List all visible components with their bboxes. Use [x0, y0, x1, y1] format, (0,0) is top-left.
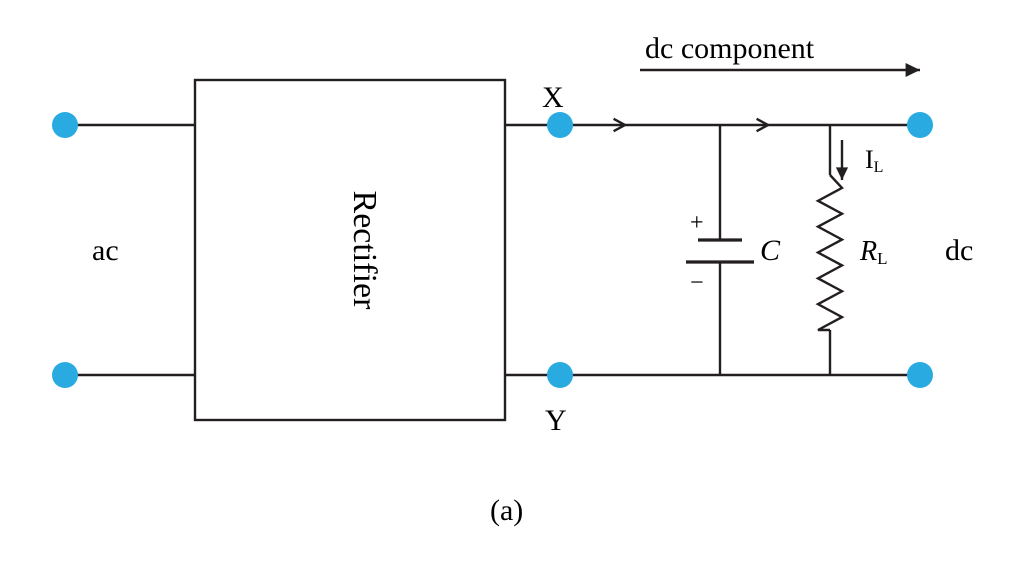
caption: (a)	[490, 494, 523, 527]
label-plus: +	[690, 210, 704, 236]
label-ac: ac	[92, 234, 119, 267]
label-dc: dc	[945, 234, 973, 267]
label-RL: RL	[859, 236, 888, 268]
label-IL: IL	[865, 145, 883, 176]
label-dc-component: dc component	[645, 32, 815, 65]
rectifier-label: Rectifier	[346, 191, 383, 311]
node-y-label: Y	[545, 404, 567, 437]
label-minus: −	[690, 270, 704, 296]
label-C: C	[760, 234, 781, 267]
circuit-diagram: Rectifier ac dc dc component C RL IL + − (a) X Y	[0, 0, 1024, 576]
node-x-label: X	[542, 81, 564, 114]
